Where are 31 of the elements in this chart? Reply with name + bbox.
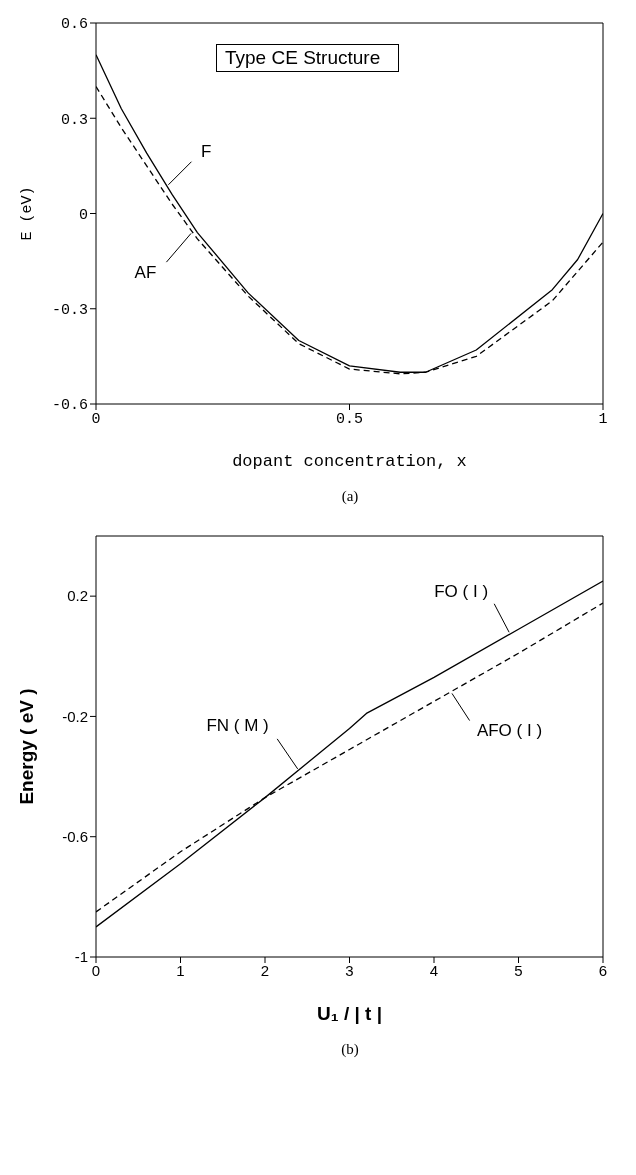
text: AF	[134, 263, 157, 283]
x-axis-title: dopant concentration, x	[232, 452, 467, 472]
x-tick-label: 0	[91, 961, 101, 979]
legend-label: AFO ( I )	[476, 721, 543, 741]
y-axis-title: E (eV)	[19, 186, 37, 241]
y-tick-label: -0.6	[62, 828, 88, 846]
annotation: Type CE Structure	[216, 44, 400, 72]
text: (b)	[340, 1041, 360, 1058]
text: F	[200, 141, 212, 161]
y-tick-label: 0.2	[67, 587, 88, 605]
x-tick-label: 0	[91, 410, 101, 428]
y-tick-label: 0.6	[60, 16, 88, 34]
x-tick-label: 0.5	[335, 410, 364, 428]
x-tick-label: 3	[345, 961, 354, 979]
x-tick-label: 5	[514, 961, 523, 979]
y-tick-label: 0	[78, 206, 88, 224]
y-tick-label: -0.2	[62, 707, 88, 725]
x-tick-label: 1	[176, 961, 185, 979]
y-tick-label: -1	[74, 948, 88, 966]
text: (a)	[340, 488, 360, 505]
y-axis-title: Energy ( eV )	[15, 688, 37, 805]
y-tick-label: -0.3	[51, 302, 88, 320]
x-tick-label: 1	[598, 410, 608, 428]
y-tick-label: -0.6	[51, 397, 88, 415]
x-tick-label: 6	[598, 961, 608, 979]
x-tick-label: 4	[429, 961, 439, 979]
x-tick-label: 2	[260, 961, 270, 979]
x-axis-title: U₁ / | t |	[317, 1003, 382, 1025]
annotation: FO ( I )	[434, 581, 489, 601]
annotation: FN ( M )	[206, 716, 269, 736]
y-tick-label: 0.3	[60, 111, 88, 129]
